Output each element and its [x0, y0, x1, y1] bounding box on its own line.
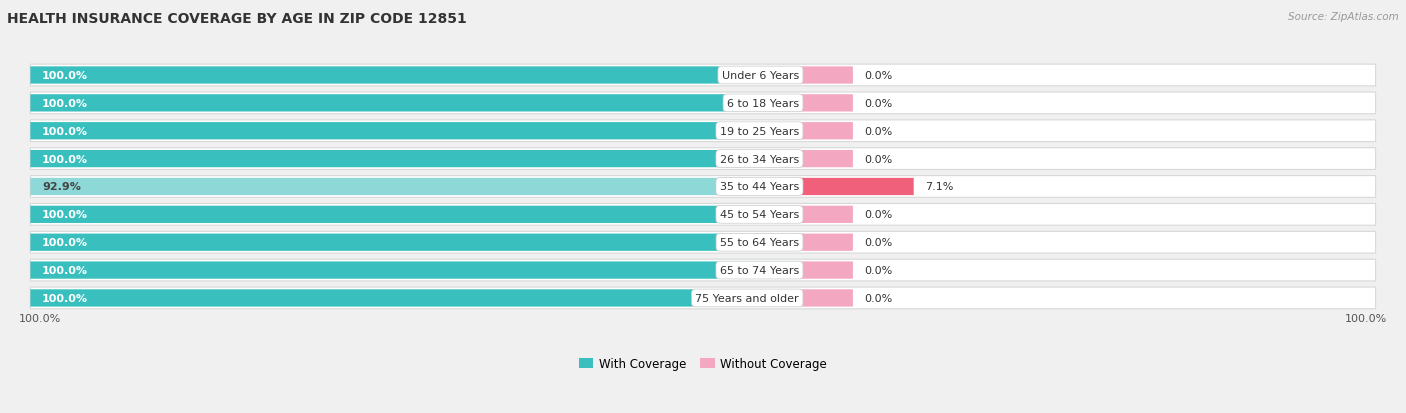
FancyBboxPatch shape: [31, 121, 1375, 142]
FancyBboxPatch shape: [799, 234, 853, 251]
Text: 0.0%: 0.0%: [865, 71, 893, 81]
Text: 6 to 18 Years: 6 to 18 Years: [727, 99, 799, 109]
Text: 100.0%: 100.0%: [42, 126, 89, 136]
Text: HEALTH INSURANCE COVERAGE BY AGE IN ZIP CODE 12851: HEALTH INSURANCE COVERAGE BY AGE IN ZIP …: [7, 12, 467, 26]
FancyBboxPatch shape: [31, 290, 799, 307]
Text: 0.0%: 0.0%: [865, 99, 893, 109]
Text: 100.0%: 100.0%: [42, 154, 89, 164]
FancyBboxPatch shape: [799, 151, 853, 168]
FancyBboxPatch shape: [31, 178, 745, 196]
Text: 100.0%: 100.0%: [42, 210, 89, 220]
Text: 35 to 44 Years: 35 to 44 Years: [720, 182, 799, 192]
FancyBboxPatch shape: [31, 148, 1375, 170]
Text: 100.0%: 100.0%: [42, 293, 89, 303]
Text: 55 to 64 Years: 55 to 64 Years: [720, 237, 799, 248]
Text: 0.0%: 0.0%: [865, 266, 893, 275]
Text: 0.0%: 0.0%: [865, 126, 893, 136]
Text: 0.0%: 0.0%: [865, 293, 893, 303]
Text: 100.0%: 100.0%: [18, 313, 60, 323]
FancyBboxPatch shape: [31, 204, 1375, 225]
FancyBboxPatch shape: [31, 206, 799, 223]
Legend: With Coverage, Without Coverage: With Coverage, Without Coverage: [579, 357, 827, 370]
FancyBboxPatch shape: [799, 67, 853, 84]
Text: 0.0%: 0.0%: [865, 210, 893, 220]
FancyBboxPatch shape: [31, 232, 1375, 254]
Text: 65 to 74 Years: 65 to 74 Years: [720, 266, 799, 275]
FancyBboxPatch shape: [31, 234, 799, 251]
FancyBboxPatch shape: [31, 65, 1375, 87]
FancyBboxPatch shape: [799, 206, 853, 223]
Text: 100.0%: 100.0%: [1346, 313, 1388, 323]
FancyBboxPatch shape: [31, 262, 799, 279]
Text: Source: ZipAtlas.com: Source: ZipAtlas.com: [1288, 12, 1399, 22]
Text: 100.0%: 100.0%: [42, 99, 89, 109]
FancyBboxPatch shape: [799, 123, 853, 140]
Text: 100.0%: 100.0%: [42, 237, 89, 248]
FancyBboxPatch shape: [799, 95, 853, 112]
Text: 7.1%: 7.1%: [925, 182, 953, 192]
Text: 100.0%: 100.0%: [42, 71, 89, 81]
Text: 75 Years and older: 75 Years and older: [696, 293, 799, 303]
Text: 45 to 54 Years: 45 to 54 Years: [720, 210, 799, 220]
FancyBboxPatch shape: [799, 178, 914, 196]
Text: 0.0%: 0.0%: [865, 154, 893, 164]
FancyBboxPatch shape: [31, 123, 799, 140]
FancyBboxPatch shape: [31, 67, 799, 84]
Text: 26 to 34 Years: 26 to 34 Years: [720, 154, 799, 164]
FancyBboxPatch shape: [31, 260, 1375, 281]
Text: 92.9%: 92.9%: [42, 182, 80, 192]
FancyBboxPatch shape: [31, 95, 799, 112]
Text: 0.0%: 0.0%: [865, 237, 893, 248]
FancyBboxPatch shape: [799, 262, 853, 279]
Text: 19 to 25 Years: 19 to 25 Years: [720, 126, 799, 136]
FancyBboxPatch shape: [31, 176, 1375, 198]
Text: Under 6 Years: Under 6 Years: [721, 71, 799, 81]
Text: 100.0%: 100.0%: [42, 266, 89, 275]
FancyBboxPatch shape: [31, 151, 799, 168]
FancyBboxPatch shape: [799, 290, 853, 307]
FancyBboxPatch shape: [31, 93, 1375, 114]
FancyBboxPatch shape: [31, 287, 1375, 309]
